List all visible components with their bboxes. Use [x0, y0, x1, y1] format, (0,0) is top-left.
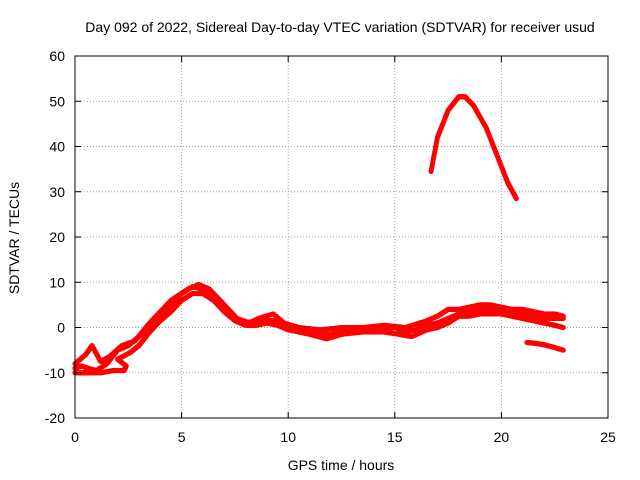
y-tick-label: -20 [45, 410, 65, 426]
y-tick-label: 50 [49, 93, 65, 109]
axis-ticks: 0 5 10 15 20 25 -20 -10 0 10 20 30 40 50 60 [45, 48, 616, 445]
data-point [560, 324, 566, 331]
y-tick-label: 60 [49, 48, 65, 64]
data-series [72, 94, 566, 376]
x-tick-label: 15 [387, 429, 403, 445]
series-main-upper [72, 281, 566, 367]
x-axis-label: GPS time / hours [288, 457, 395, 473]
y-axis-label: SDTVAR / TECUs [6, 182, 22, 294]
y-tick-label: 40 [49, 139, 65, 155]
x-tick-label: 10 [280, 429, 296, 445]
data-point [560, 313, 566, 319]
data-point [560, 347, 566, 353]
grid [75, 56, 608, 418]
y-tick-label: 10 [49, 274, 65, 290]
y-tick-label: 0 [57, 320, 65, 336]
chart-title: Day 092 of 2022, Sidereal Day-to-day VTE… [85, 19, 594, 35]
data-point [513, 195, 519, 202]
y-tick-label: 30 [49, 184, 65, 200]
x-tick-label: 5 [178, 429, 186, 445]
x-tick-label: 0 [71, 429, 79, 445]
x-tick-label: 25 [600, 429, 616, 445]
series-tail [524, 339, 566, 353]
series-arc [428, 94, 519, 202]
x-tick-label: 20 [494, 429, 510, 445]
y-tick-label: 20 [49, 229, 65, 245]
series-main-lower [72, 290, 566, 376]
y-tick-label: -10 [45, 365, 65, 381]
